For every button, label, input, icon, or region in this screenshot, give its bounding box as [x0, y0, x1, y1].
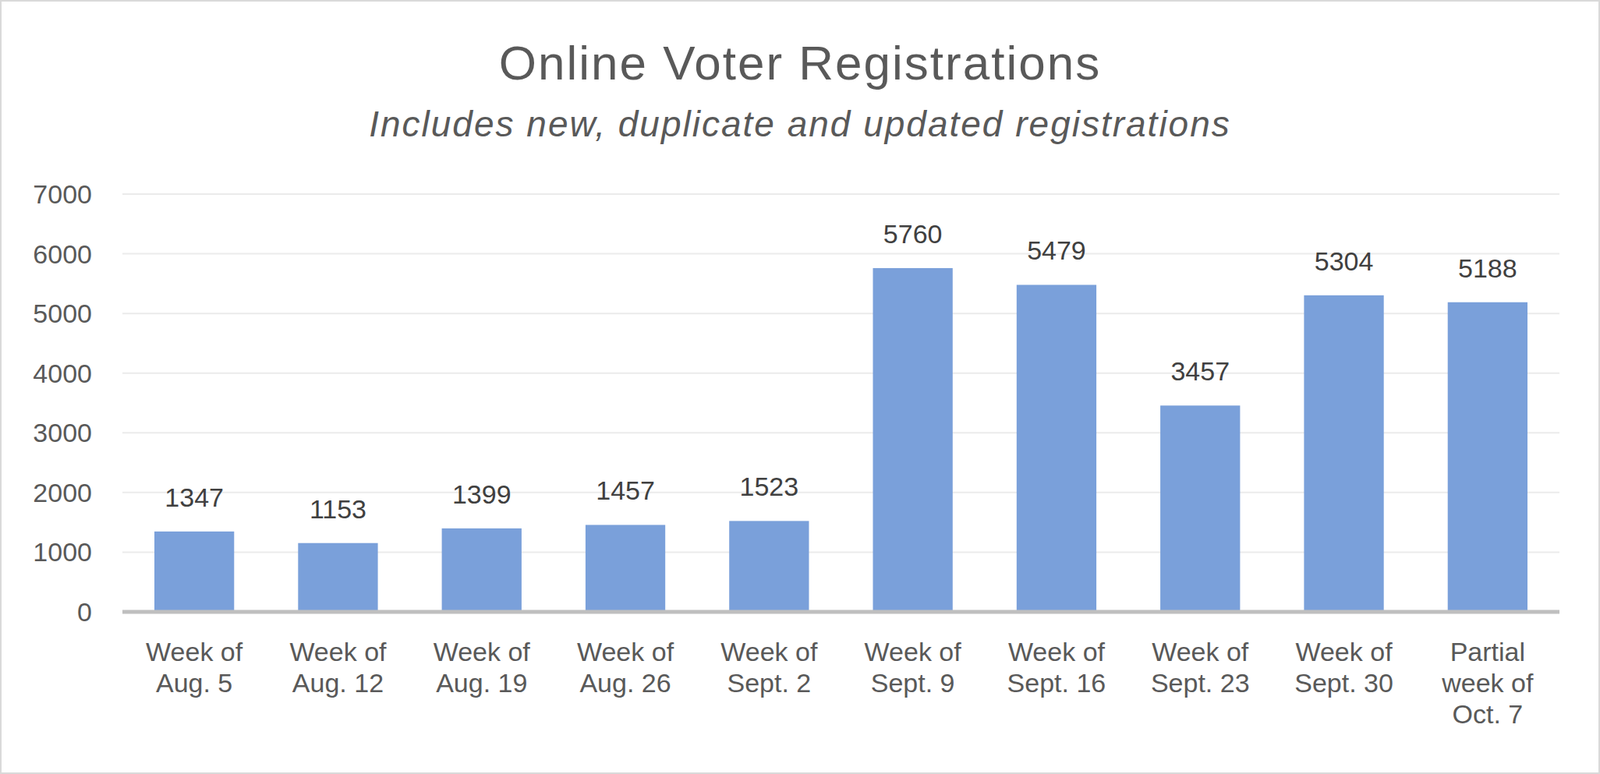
- data-label: 1347: [164, 482, 224, 513]
- y-tick-label: 4000: [32, 358, 93, 389]
- x-tick-label: Week ofSept. 23: [1150, 637, 1250, 698]
- data-label: 5479: [1026, 235, 1087, 266]
- bar: [442, 528, 522, 613]
- bar: [1303, 295, 1384, 613]
- x-tick-label: Partialweek ofOct. 7: [1440, 637, 1534, 730]
- data-label: 5188: [1458, 253, 1518, 284]
- x-tick-label: Week ofAug. 19: [433, 637, 531, 698]
- x-tick-label: Week ofSept. 2: [720, 637, 818, 698]
- bars: [154, 268, 1528, 613]
- y-tick-label: 6000: [32, 239, 93, 270]
- bar: [154, 531, 234, 613]
- y-tick-label: 7000: [32, 179, 93, 209]
- y-tick-label: 3000: [32, 417, 93, 448]
- chart: Online Voter Registrations Includes new, …: [0, 0, 1600, 774]
- bar: [1016, 284, 1097, 613]
- data-label: 1153: [309, 494, 367, 524]
- x-tick-label: Week ofAug. 12: [289, 637, 387, 698]
- bar: [297, 543, 378, 613]
- x-tick-label: Week ofSept. 30: [1294, 637, 1394, 698]
- x-axis-line: [122, 610, 1560, 615]
- chart-border: [0, 0, 1600, 774]
- bar: [729, 520, 809, 613]
- data-label: 1523: [739, 471, 800, 502]
- grid-line: [122, 611, 1560, 613]
- y-tick-label: 2000: [32, 477, 93, 508]
- bar: [1447, 302, 1528, 613]
- title: Online Voter Registrations: [499, 35, 1101, 90]
- y-tick-label: 5000: [32, 298, 93, 329]
- data-label: 3457: [1170, 356, 1230, 386]
- data-label: 1399: [452, 479, 512, 510]
- bar: [873, 268, 953, 613]
- x-tick-label: Week ofSept. 16: [1007, 637, 1107, 698]
- data-label: 1457: [595, 475, 655, 506]
- bar: [1160, 405, 1240, 613]
- x-tick-label: Week ofAug. 26: [576, 637, 675, 698]
- data-label: 5760: [883, 219, 943, 249]
- bar: [585, 524, 666, 613]
- x-tick-label: Week ofSept. 9: [864, 637, 963, 698]
- y-tick-label: 0: [77, 597, 93, 627]
- subtitle: Includes new, duplicate and updated regi…: [368, 103, 1232, 145]
- grid-line: [122, 193, 1560, 195]
- data-label: 5304: [1314, 246, 1374, 277]
- y-tick-label: 1000: [32, 537, 93, 567]
- x-tick-label: Week ofAug. 5: [145, 637, 244, 698]
